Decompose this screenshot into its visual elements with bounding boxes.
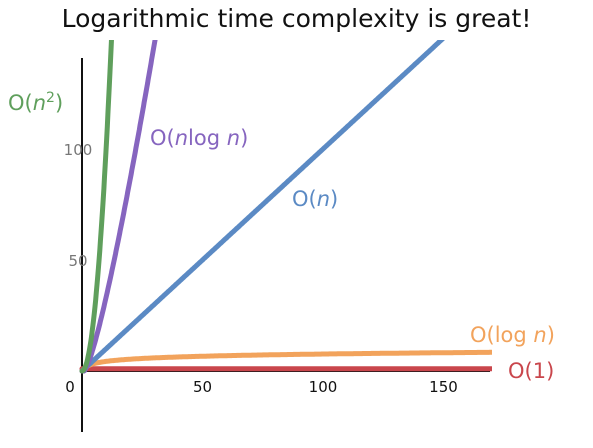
chart-title: Logarithmic time complexity is great! [61, 4, 532, 33]
series-labels: O(1)O(log n)O(n)O(nlog n)O(n2) [8, 90, 555, 383]
series-label: O(n2) [8, 90, 63, 115]
series-label-part: n [227, 126, 240, 150]
series-label-part: n [33, 91, 46, 115]
series-label: O(n) [292, 187, 338, 211]
series-lines [79, 40, 492, 374]
y-tick-label: 50 [68, 252, 87, 270]
series-label: O(log n) [470, 323, 555, 347]
series-label-part: O(log [470, 323, 533, 347]
series-label-part: ) [55, 91, 63, 115]
series-line [79, 40, 158, 374]
series-label-part: n [175, 126, 188, 150]
series-label: O(nlog n) [150, 126, 248, 150]
series-label-part: log [188, 126, 227, 150]
series-label-part: ) [240, 126, 248, 150]
series-label-part: O(1) [508, 359, 554, 383]
tick-labels: 0 50 100 150 50 100 [64, 141, 458, 396]
x-tick-label: 100 [309, 378, 338, 396]
series-line [79, 349, 492, 374]
series-line [79, 40, 446, 374]
series-label-part: ) [330, 187, 338, 211]
series-label-part: n [317, 187, 330, 211]
series-label-part: O( [8, 91, 33, 115]
series-label: O(1) [508, 359, 554, 383]
series-label-part: ) [547, 323, 555, 347]
series-label-part: n [533, 323, 546, 347]
series-label-part: O( [292, 187, 317, 211]
x-tick-label: 50 [193, 378, 212, 396]
x-tick-label: 150 [429, 378, 458, 396]
series-label-part: O( [150, 126, 175, 150]
superscript: 2 [46, 90, 55, 106]
y-tick-label: 100 [64, 141, 93, 159]
series-line [79, 40, 114, 374]
x-tick-label: 0 [65, 378, 75, 396]
